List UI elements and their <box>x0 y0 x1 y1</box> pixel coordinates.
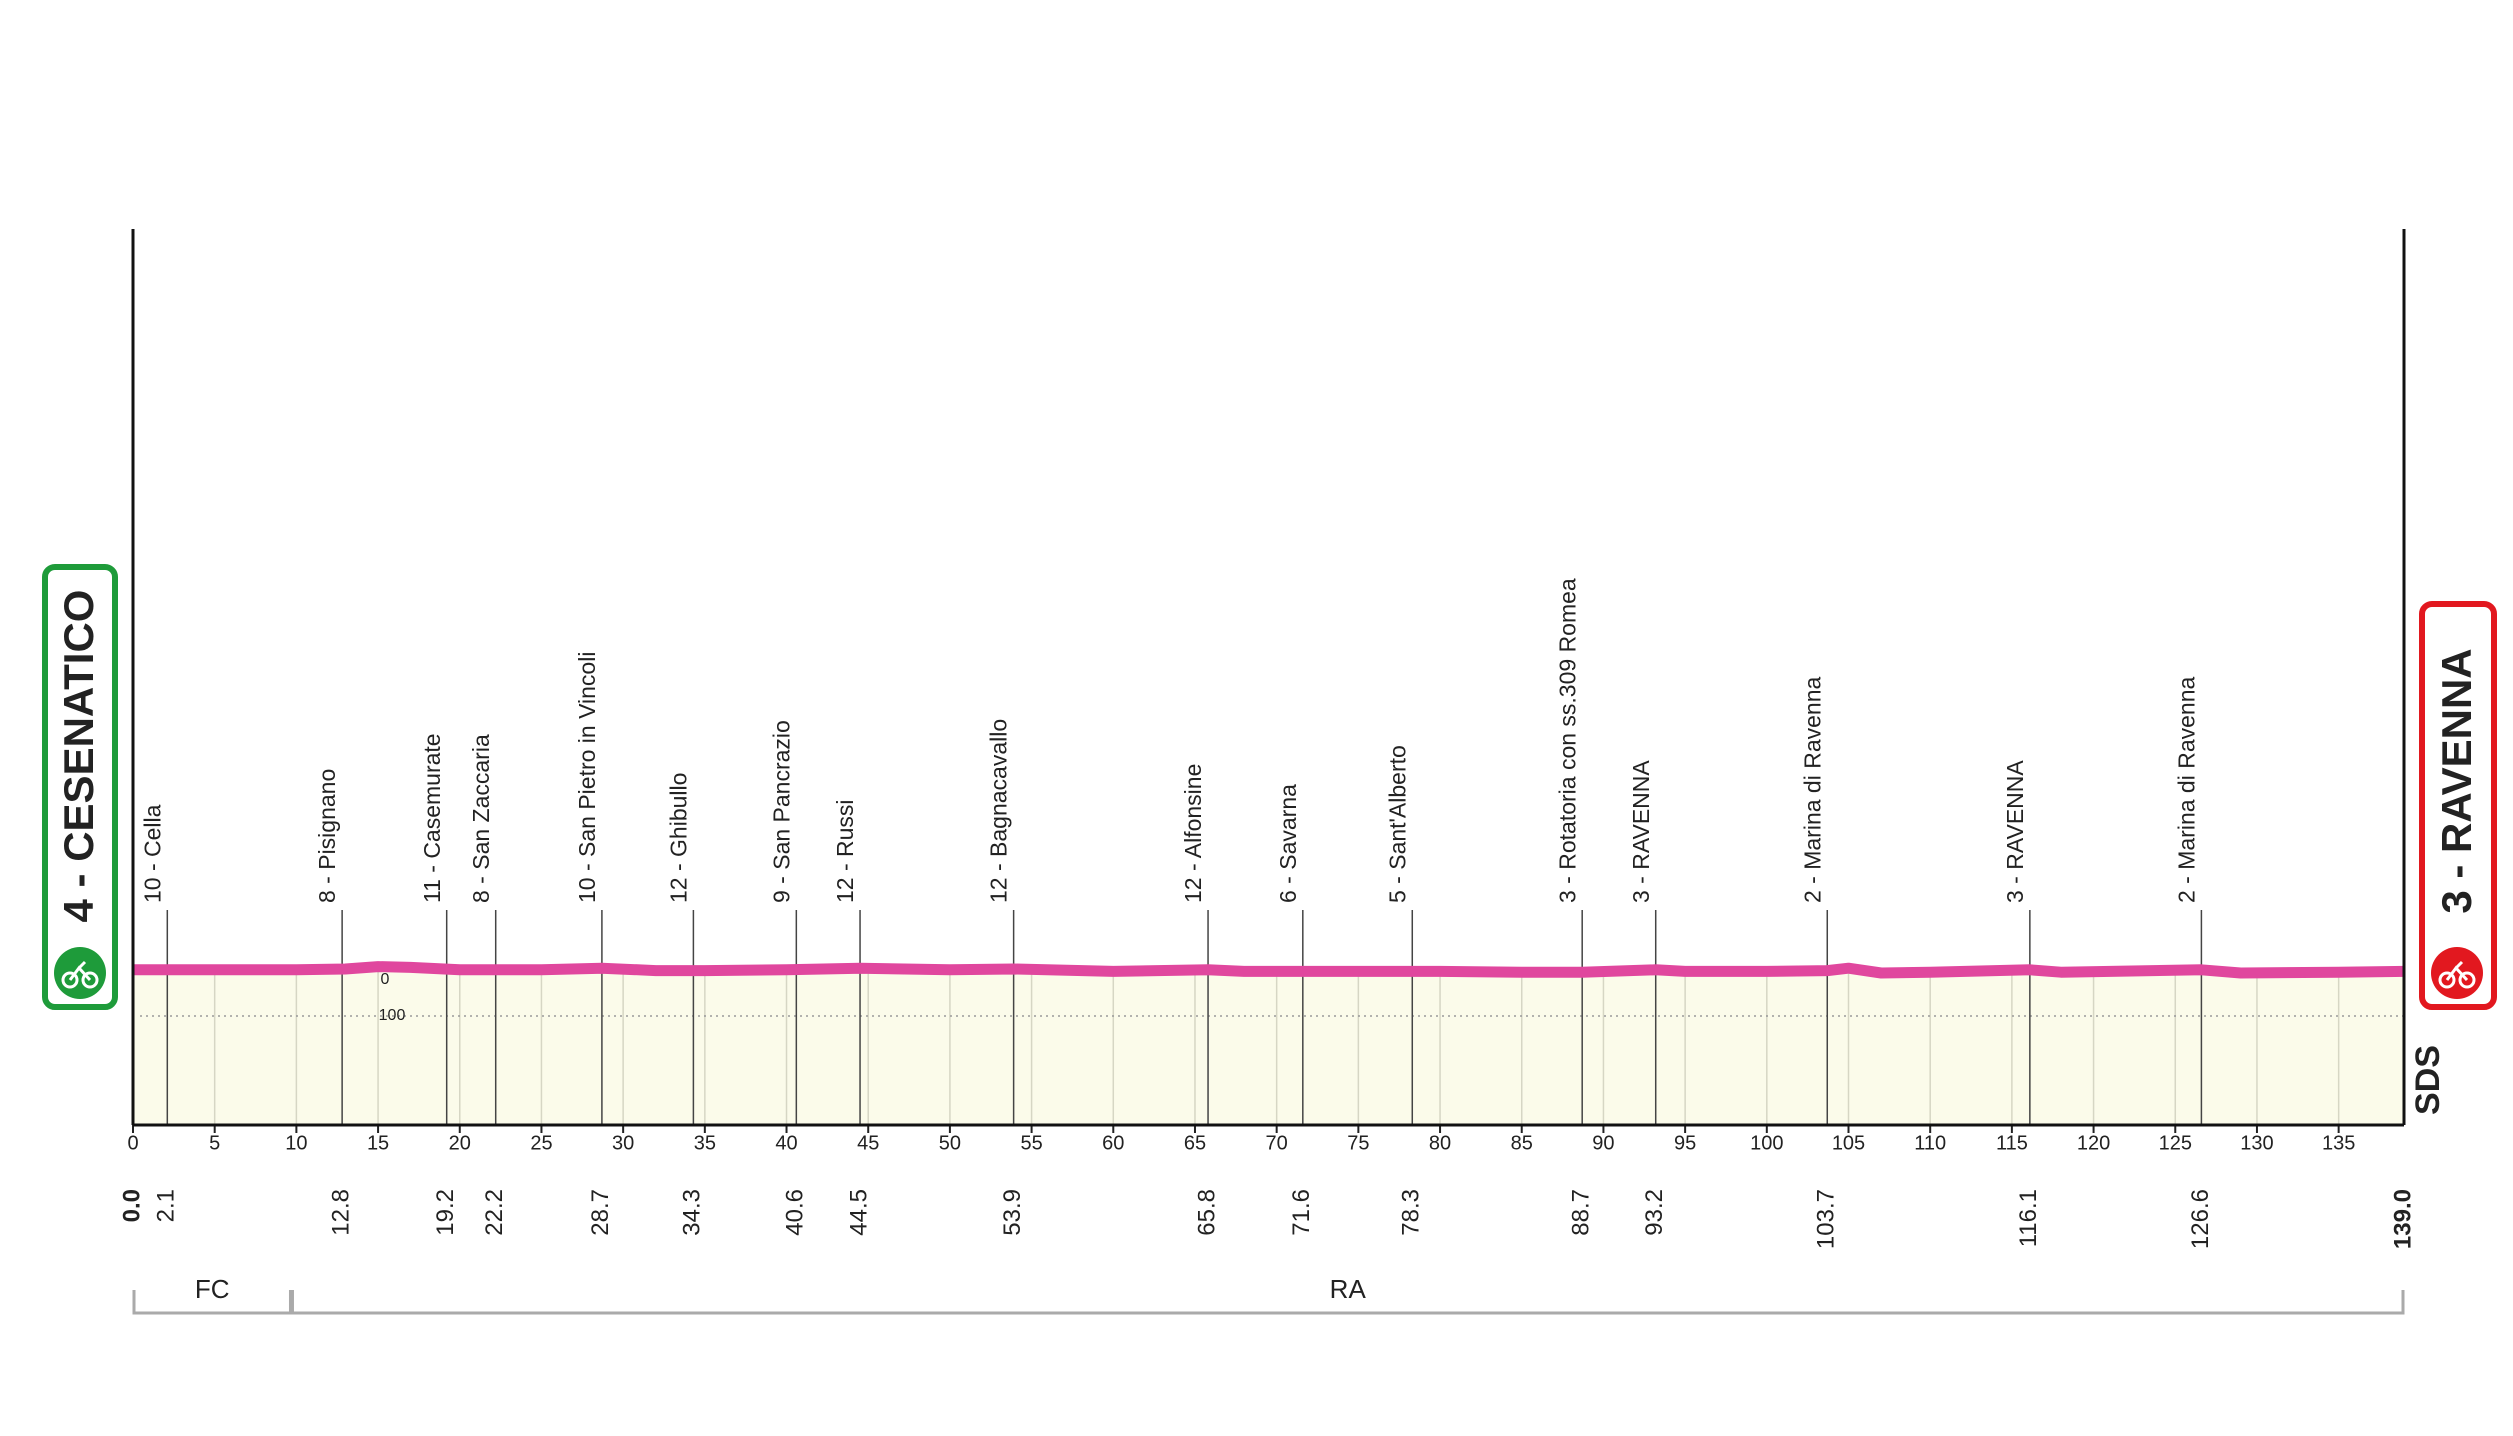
x-tick-label: 5 <box>209 1132 220 1154</box>
waypoint-km: 2.1 <box>153 1189 180 1222</box>
x-tick-label: 30 <box>612 1132 634 1154</box>
waypoint-km: 126.6 <box>2187 1189 2214 1249</box>
waypoint-km: 40.6 <box>782 1189 809 1236</box>
profile-area <box>133 966 2404 1125</box>
waypoint-label: 6 - Savarna <box>1275 784 1301 903</box>
profile-line <box>133 961 2405 979</box>
finish-km: 139.0 <box>2389 1189 2416 1249</box>
start-icon <box>54 947 106 999</box>
finish-icon <box>2431 947 2483 999</box>
x-tick-label: 0 <box>127 1132 138 1154</box>
waypoint-km: 44.5 <box>845 1189 872 1236</box>
finish-name: 3 - RAVENNA <box>2433 648 2480 913</box>
waypoint-km: 53.9 <box>999 1189 1026 1236</box>
waypoint-label: 2 - Marina di Ravenna <box>1799 677 1825 903</box>
waypoint-km: 12.8 <box>327 1189 354 1236</box>
waypoint-km: 34.3 <box>679 1189 706 1236</box>
x-tick-label: 110 <box>1914 1132 1946 1154</box>
region-bracket <box>290 1290 2405 1315</box>
x-tick-label: 105 <box>1832 1132 1865 1154</box>
waypoint-label: 9 - San Pancrazio <box>768 720 794 903</box>
x-tick-label: 90 <box>1592 1132 1614 1154</box>
waypoint-label: 3 - RAVENNA <box>1628 760 1654 903</box>
x-tick-label: 35 <box>694 1132 716 1154</box>
waypoint-km: 65.8 <box>1193 1189 1220 1236</box>
waypoint-label: 5 - Sant'Alberto <box>1384 745 1410 903</box>
start-bike <box>61 960 99 989</box>
waypoint-km: 78.3 <box>1398 1189 1425 1236</box>
waypoint-km: 93.2 <box>1641 1189 1668 1236</box>
waypoint-label: 8 - Pisignano <box>314 769 340 903</box>
x-tick-label: 85 <box>1511 1132 1533 1154</box>
x-tick-label: 10 <box>285 1132 307 1154</box>
waypoint-label: 3 - Rotatoria con ss.309 Romea <box>1554 578 1580 903</box>
waypoint-label: 8 - San Zaccaria <box>468 734 494 903</box>
waypoint-label: 10 - San Pietro in Vincoli <box>574 652 600 903</box>
logo: SDS <box>2409 1045 2447 1115</box>
x-tick-label: 135 <box>2322 1132 2355 1154</box>
altitude-label: 100 <box>379 1007 406 1024</box>
waypoint-km: 103.7 <box>1813 1189 1840 1249</box>
x-tick-label: 55 <box>1020 1132 1042 1154</box>
region-bracket <box>132 1290 292 1315</box>
waypoint-label: 12 - Bagnacavallo <box>986 719 1012 903</box>
x-tick-label: 75 <box>1347 1132 1369 1154</box>
x-tick-label: 80 <box>1429 1132 1451 1154</box>
x-tick-label: 25 <box>530 1132 552 1154</box>
waypoint-label: 3 - RAVENNA <box>2002 760 2028 903</box>
x-tick-label: 45 <box>857 1132 879 1154</box>
waypoint-km: 22.2 <box>481 1189 508 1236</box>
finish-badge <box>2419 601 2497 1010</box>
waypoint-label: 12 - Russi <box>832 799 858 903</box>
waypoint-label: 10 - Cella <box>139 804 165 903</box>
x-tick-label: 115 <box>1996 1132 2028 1154</box>
waypoint-km: 88.7 <box>1568 1189 1595 1236</box>
region-label: RA <box>1330 1274 1367 1304</box>
start-badge <box>42 564 118 1010</box>
waypoint-km: 116.1 <box>2015 1189 2042 1247</box>
start-km: 0.0 <box>118 1189 145 1222</box>
x-tick-label: 40 <box>775 1132 797 1154</box>
x-tick-label: 120 <box>2077 1132 2110 1154</box>
x-tick-label: 60 <box>1102 1132 1124 1154</box>
waypoint-km: 71.6 <box>1288 1189 1315 1236</box>
finish-bike <box>2438 960 2476 989</box>
x-tick-label: 95 <box>1674 1132 1696 1154</box>
x-tick-label: 20 <box>449 1132 471 1154</box>
x-tick-label: 100 <box>1750 1132 1783 1154</box>
x-tick-label: 70 <box>1266 1132 1288 1154</box>
waypoint-label: 12 - Ghibullo <box>665 773 691 903</box>
x-tick-label: 130 <box>2240 1132 2273 1154</box>
start-name: 4 - CESENATICO <box>55 590 102 923</box>
waypoint-km: 19.2 <box>432 1189 459 1236</box>
y-tick-label: 0 <box>381 971 390 988</box>
x-tick-label: 65 <box>1184 1132 1206 1154</box>
x-tick-label: 125 <box>2159 1132 2192 1154</box>
waypoint-label: 12 - Alfonsine <box>1180 764 1206 903</box>
x-tick-label: 15 <box>367 1132 389 1154</box>
waypoint-km: 28.7 <box>587 1189 614 1236</box>
waypoint-label: 2 - Marina di Ravenna <box>2173 677 2199 903</box>
waypoint-label: 11 - Casemurate <box>419 733 445 903</box>
region-label: FC <box>195 1274 230 1304</box>
x-tick-label: 50 <box>939 1132 961 1154</box>
